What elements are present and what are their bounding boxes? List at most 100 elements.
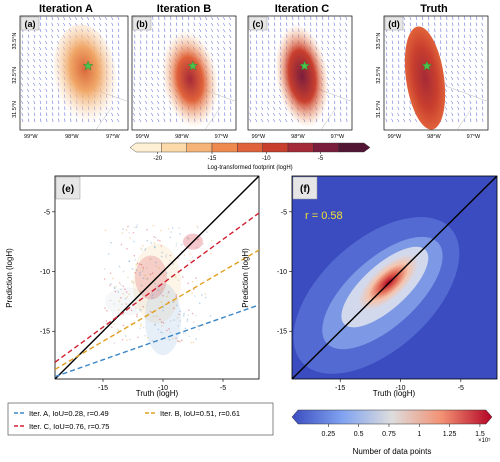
scatter-point <box>132 231 135 234</box>
wind-arrow <box>445 112 448 117</box>
scatter-point <box>176 317 179 319</box>
scatter-point <box>175 294 178 296</box>
scatter-point <box>154 324 156 326</box>
scatter-point <box>140 263 143 266</box>
wind-arrow <box>117 106 120 111</box>
legend-label-b: Iter. B, IoU=0.51, r=0.61 <box>160 409 240 418</box>
wind-arrow <box>481 28 484 33</box>
wind-arrow <box>397 118 400 123</box>
wind-arrow <box>327 100 330 105</box>
x-tick-label: -10 <box>395 385 405 392</box>
wind-arrow <box>133 70 136 75</box>
panel-e-tag: (e) <box>62 184 74 195</box>
wind-arrow <box>151 70 154 75</box>
wind-arrow <box>228 22 232 27</box>
wind-arrow <box>33 112 36 117</box>
y-tick-label: -5 <box>281 209 287 216</box>
wind-arrow <box>217 64 220 69</box>
wind-arrow <box>451 58 454 63</box>
wind-arrow <box>34 118 36 123</box>
scatter-point <box>209 315 212 317</box>
colorbar-segment <box>287 142 314 153</box>
wind-arrow <box>229 58 232 63</box>
wind-arrow <box>469 52 472 57</box>
wind-arrow <box>132 118 136 123</box>
wind-arrow <box>385 52 388 57</box>
wind-arrow <box>345 16 348 21</box>
panel-f-tag: (f) <box>300 184 310 195</box>
wind-arrow <box>322 22 324 27</box>
wind-arrow <box>45 28 48 33</box>
footprint-plume <box>161 30 219 128</box>
wind-arrow <box>158 40 160 45</box>
wind-arrow <box>332 64 336 69</box>
scatter-point <box>184 332 187 334</box>
scatter-point <box>121 232 124 234</box>
wind-arrow <box>40 118 42 123</box>
scatter-point <box>188 309 190 311</box>
wind-arrow <box>39 34 42 39</box>
wind-arrow <box>175 118 178 123</box>
panel-e-tag-box <box>55 176 81 200</box>
scatter-point <box>170 231 173 233</box>
scatter-point <box>122 285 125 288</box>
scatter-point <box>152 315 155 318</box>
scatter-point <box>160 321 163 323</box>
wind-arrow <box>50 40 54 45</box>
wind-arrow <box>134 64 136 69</box>
wind-arrow <box>291 118 294 123</box>
wind-arrow <box>446 40 448 45</box>
scatter-point <box>124 335 127 337</box>
scatter-point <box>133 254 136 257</box>
wind-arrow <box>144 106 148 111</box>
wind-arrow <box>210 34 214 39</box>
wind-arrow <box>157 52 160 57</box>
wind-arrow <box>250 46 252 51</box>
scatter-point <box>151 272 154 274</box>
wind-arrow <box>45 34 48 39</box>
scatter-point <box>169 331 172 333</box>
scatter-point <box>154 282 156 285</box>
scatter-point <box>126 247 128 250</box>
wind-arrow <box>463 46 466 51</box>
wind-arrow <box>344 40 348 45</box>
wind-arrow <box>445 58 448 63</box>
scatter-point <box>154 236 157 239</box>
wind-arrow <box>267 94 270 99</box>
scatter-point <box>197 238 199 241</box>
wind-arrow <box>26 76 30 81</box>
wind-arrow <box>133 82 136 87</box>
scatter-point <box>157 328 160 331</box>
scatter-point <box>144 334 146 337</box>
scatter-point <box>177 257 179 260</box>
panel-tag-box <box>132 16 152 31</box>
wind-arrow <box>334 112 336 117</box>
wind-arrow <box>27 112 30 117</box>
county-line <box>441 84 489 102</box>
scatter-point <box>147 336 149 339</box>
wind-arrow <box>38 58 42 63</box>
wind-arrow <box>51 22 54 27</box>
scatter-point <box>187 314 190 316</box>
wind-arrow <box>468 70 472 75</box>
wind-arrow <box>260 118 264 123</box>
scatter-point <box>187 282 190 285</box>
scatter-point <box>166 329 168 332</box>
scatter-point <box>153 246 156 249</box>
wind-arrow <box>333 82 336 87</box>
wind-arrow <box>217 46 220 51</box>
scatter-point <box>160 301 163 303</box>
wind-arrow <box>163 118 166 123</box>
scatter-point <box>141 270 144 272</box>
wind-arrow <box>193 22 196 27</box>
wind-arrow <box>211 16 214 21</box>
scatter-point <box>137 336 139 339</box>
wind-arrow <box>193 28 196 33</box>
wind-arrow <box>20 76 24 81</box>
wind-arrow <box>230 70 232 75</box>
wind-arrow <box>144 112 148 117</box>
wind-arrow <box>118 40 120 45</box>
wind-arrow <box>404 82 406 87</box>
wind-arrow <box>338 40 342 45</box>
wind-arrow <box>345 76 348 81</box>
